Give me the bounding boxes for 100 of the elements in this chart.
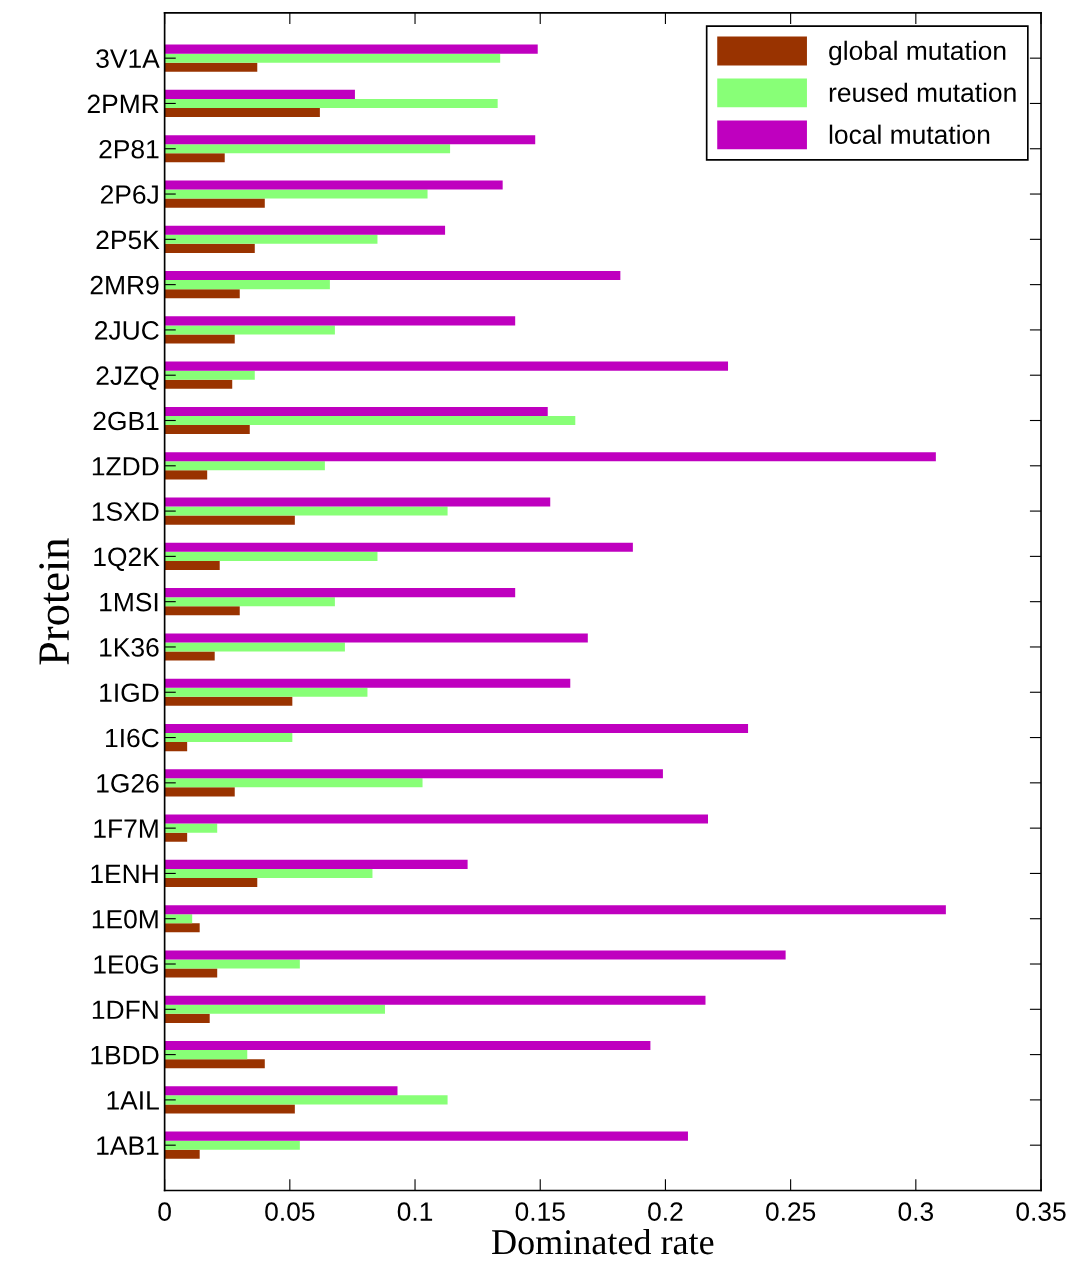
bar	[164, 144, 451, 154]
bar	[164, 379, 233, 389]
bar	[164, 225, 446, 235]
y-tick-label: 2P81	[99, 139, 159, 159]
bar	[164, 1149, 200, 1159]
y-tick-label: 1SXD	[92, 502, 159, 521]
y-tick-label: 1F7M	[94, 819, 158, 838]
bar	[164, 687, 368, 697]
bar	[164, 1004, 385, 1014]
bar	[164, 678, 571, 688]
bar	[164, 923, 200, 933]
y-tick-label: 1I6C	[106, 728, 159, 748]
bar	[164, 787, 235, 797]
bar	[164, 198, 265, 208]
bar	[164, 633, 588, 643]
bar	[164, 153, 225, 163]
bar	[164, 1050, 248, 1060]
x-tick-label: 0.35	[1016, 1202, 1066, 1221]
bar	[164, 370, 255, 380]
y-tick-label: 1Q2K	[94, 547, 160, 571]
bar	[164, 597, 335, 607]
bar	[164, 234, 378, 244]
bar	[164, 551, 378, 561]
bar	[164, 406, 548, 416]
y-tick-label: 1G26	[97, 773, 159, 793]
x-tick-label: 0.25	[765, 1202, 816, 1221]
bar	[164, 950, 786, 960]
bar	[164, 1041, 651, 1051]
y-tick-label: 2P5K	[96, 230, 160, 250]
bar	[164, 905, 946, 915]
legend-label: global mutation	[829, 40, 1006, 66]
bar	[164, 968, 218, 978]
bar	[164, 452, 936, 462]
bar	[164, 325, 335, 335]
y-tick-label: 1E0M	[92, 909, 158, 929]
bar	[164, 1013, 210, 1023]
bar	[164, 877, 258, 888]
x-tick-label: 0.3	[898, 1202, 934, 1221]
x-tick-label: 0.05	[265, 1202, 315, 1221]
bar	[164, 425, 250, 435]
legend-label: local mutation	[829, 124, 990, 145]
bar	[164, 823, 218, 833]
y-tick-label: 2GB1	[93, 411, 159, 431]
y-tick-label: 2JUC	[95, 321, 159, 340]
bar	[164, 651, 215, 661]
bar	[164, 814, 708, 824]
bar	[164, 180, 503, 190]
bar	[164, 696, 293, 706]
y-tick-label: 2JZQ	[96, 366, 159, 390]
bar	[164, 280, 330, 290]
bar	[164, 334, 235, 344]
y-tick-label: 1AB1	[97, 1136, 159, 1155]
y-tick-label: 1K36	[100, 638, 159, 657]
bar	[164, 107, 320, 118]
bar	[164, 1086, 398, 1096]
bar	[164, 289, 240, 299]
y-tick-label: 2MR9	[90, 275, 159, 295]
bar	[164, 470, 208, 480]
bar	[164, 733, 293, 743]
bar	[164, 1095, 448, 1105]
x-axis-title: Dominated rate	[492, 1228, 714, 1255]
x-tick-label: 0.15	[515, 1202, 565, 1221]
bar	[164, 868, 373, 878]
y-tick-label: 1IGD	[100, 683, 159, 703]
bar	[164, 1104, 295, 1114]
y-tick-label: 2PMR	[87, 94, 159, 114]
bar	[164, 62, 258, 72]
bar	[164, 515, 295, 525]
x-tick-label: 0.2	[648, 1202, 683, 1221]
x-tick-label: 0.1	[397, 1202, 433, 1221]
y-tick-label: 1ENH	[91, 864, 158, 883]
bar	[164, 89, 355, 99]
bar	[164, 832, 188, 842]
bar	[164, 959, 300, 969]
bar	[164, 415, 576, 426]
bar	[164, 742, 188, 752]
bar	[164, 542, 633, 552]
bar	[164, 271, 621, 281]
bar	[164, 914, 193, 924]
y-tick-label: 1AIL	[107, 1091, 159, 1110]
bar	[164, 44, 538, 54]
bar	[164, 461, 325, 471]
bar	[164, 497, 551, 507]
bar	[164, 769, 663, 779]
x-tick-label: 0	[158, 1202, 171, 1221]
bar	[164, 1059, 265, 1069]
y-tick-label: 1DFN	[92, 1000, 158, 1019]
bar	[164, 98, 498, 108]
bar	[164, 995, 706, 1005]
y-tick-label: 2P6J	[100, 185, 158, 204]
bar	[164, 53, 501, 63]
bar	[164, 560, 220, 570]
bar	[164, 1131, 688, 1141]
bar	[164, 189, 428, 199]
y-tick-label: 1E0G	[94, 955, 158, 974]
bar	[164, 361, 729, 371]
bar	[164, 642, 345, 652]
bar	[164, 1140, 300, 1150]
y-tick-label: 1MSI	[100, 592, 158, 612]
y-axis-title: Protein	[39, 538, 70, 665]
